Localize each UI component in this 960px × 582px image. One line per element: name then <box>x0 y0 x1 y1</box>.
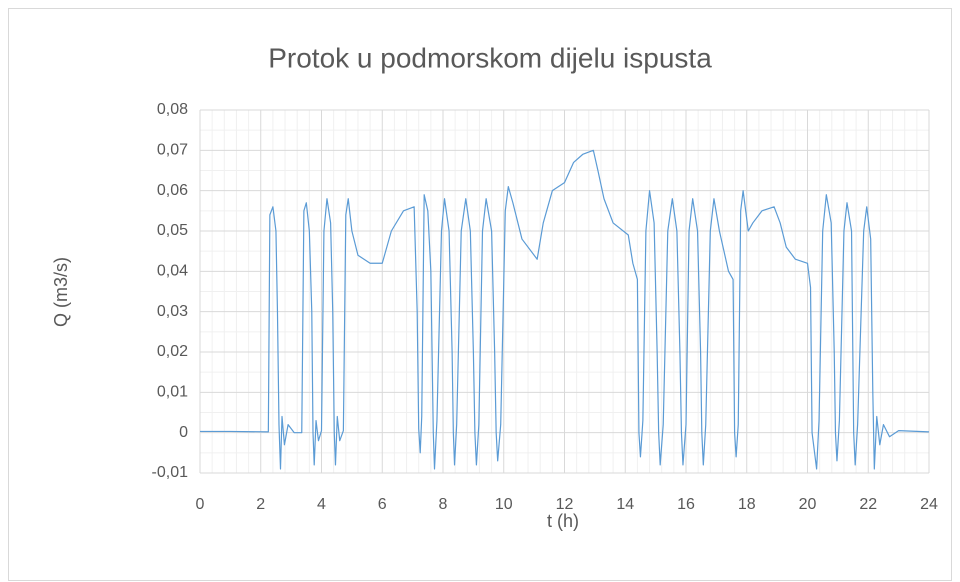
y-tick-label: -0,01 <box>152 464 189 481</box>
x-tick-label: 22 <box>859 496 877 513</box>
x-tick-label: 0 <box>196 496 205 513</box>
x-tick-label: 20 <box>799 496 817 513</box>
x-axis-label: t (h) <box>547 511 579 531</box>
x-tick-label: 14 <box>616 496 634 513</box>
chart-title: Protok u podmorskom dijelu ispusta <box>268 42 712 73</box>
chart-border <box>8 8 952 581</box>
x-tick-label: 16 <box>677 496 695 513</box>
x-tick-label: 8 <box>439 496 448 513</box>
y-tick-label: 0,03 <box>157 303 188 320</box>
x-tick-label: 10 <box>495 496 513 513</box>
y-tick-label: 0,07 <box>157 142 188 159</box>
x-tick-label: 2 <box>256 496 265 513</box>
x-tick-label: 18 <box>738 496 756 513</box>
x-tick-label: 4 <box>317 496 326 513</box>
y-tick-label: 0,01 <box>157 384 188 401</box>
y-tick-label: 0 <box>179 424 188 441</box>
data-line <box>200 149 930 470</box>
y-tick-label: 0,04 <box>157 263 188 280</box>
y-tick-label: 0,06 <box>157 182 188 199</box>
y-tick-label: 0,05 <box>157 222 188 239</box>
x-tick-label: 24 <box>920 496 938 513</box>
y-tick-label: 0,08 <box>157 101 188 118</box>
y-axis-label: Q (m3/s) <box>51 257 71 327</box>
y-tick-label: 0,02 <box>157 343 188 360</box>
x-tick-label: 6 <box>378 496 387 513</box>
x-tick-label: 12 <box>556 496 574 513</box>
